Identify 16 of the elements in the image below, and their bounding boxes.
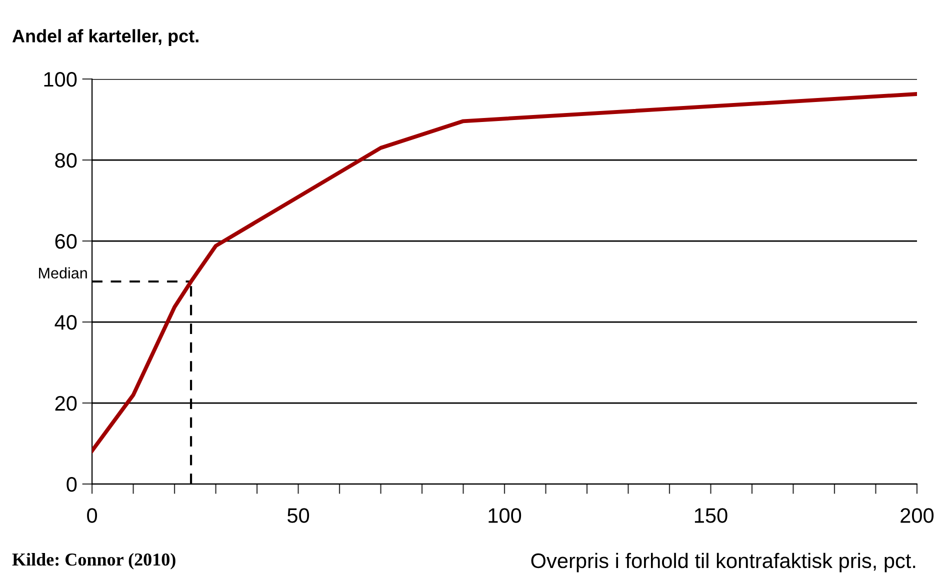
x-tick-label: 0 [87, 508, 98, 523]
y-tick-label: 60 [55, 234, 77, 249]
ref-line-label: Median [39, 267, 87, 278]
x-tick-label: 150 [694, 508, 728, 523]
line-series [92, 92, 917, 453]
y-tick-label: 20 [55, 396, 77, 411]
y-axis-title: Andel af karteller, pct. [12, 29, 198, 46]
x-tick-label: 50 [288, 508, 310, 523]
x-tick-label: 200 [900, 508, 934, 523]
x-tick-label: 100 [488, 508, 522, 523]
y-tick-label: 100 [44, 72, 77, 87]
x-axis-title: Overpris i forhold til kontrafaktisk pris, pct. [531, 552, 916, 572]
y-tick-label: 40 [54, 315, 77, 330]
y-tick-label: 80 [55, 153, 77, 168]
text: Kilde: Connor (2010) [12, 552, 176, 570]
y-tick-label: 0 [66, 477, 77, 492]
